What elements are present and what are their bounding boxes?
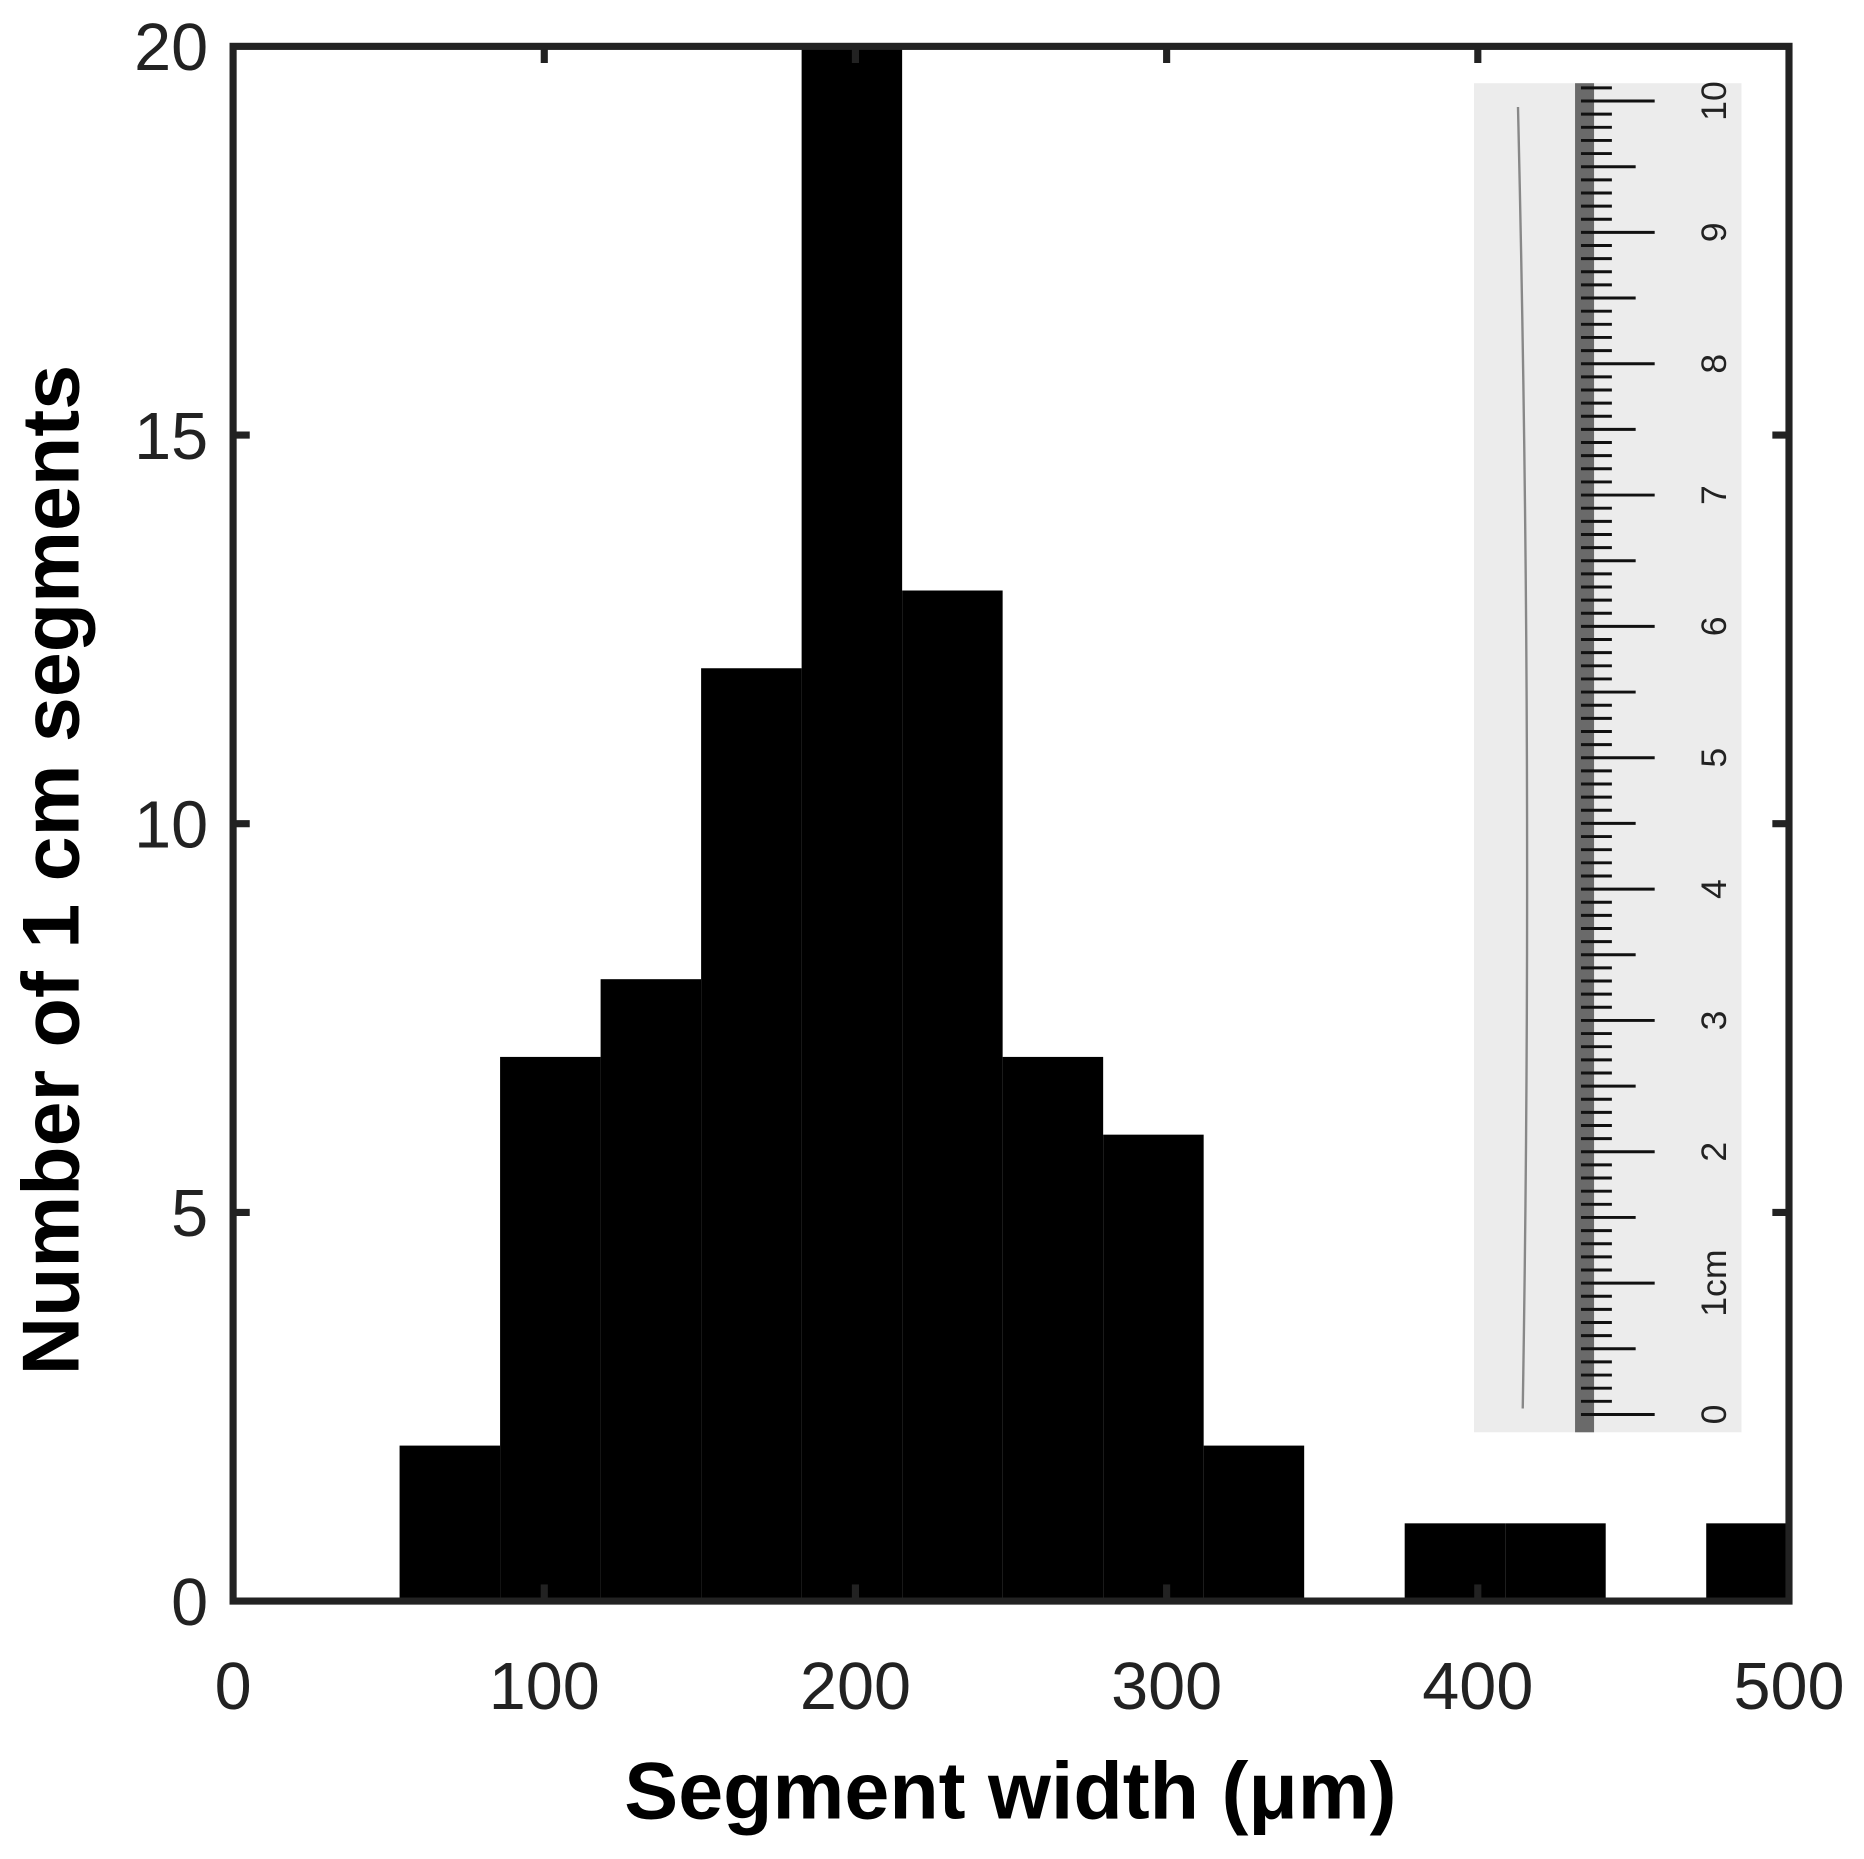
y-tick-label: 15 (134, 400, 208, 474)
histogram-bar (1002, 1056, 1104, 1602)
ruler-label: 3 (1694, 1011, 1734, 1031)
ruler-label: 2 (1694, 1142, 1734, 1162)
ruler-label: 8 (1694, 354, 1734, 374)
inset-ruler-photo: 0 1cm 2 3 4 5 6 7 8 9 10 (1474, 81, 1742, 1433)
fiber-sample (1516, 106, 1529, 1409)
bars-group (399, 46, 1789, 1602)
y-tick-label: 10 (134, 788, 208, 862)
ruler-label: 7 (1694, 485, 1734, 505)
x-tick-label: 400 (1422, 1650, 1533, 1724)
ruler-label: 4 (1694, 879, 1734, 899)
y-tick-label: 20 (134, 11, 208, 85)
x-tick-label: 100 (489, 1650, 600, 1724)
histogram-bar (1404, 1523, 1506, 1602)
histogram-bar (902, 590, 1003, 1602)
ruler-label: 0 (1694, 1405, 1734, 1425)
histogram-bar (1203, 1445, 1305, 1602)
histogram-bar (701, 668, 802, 1602)
ruler-label: 9 (1694, 222, 1734, 242)
x-axis-title: Segment width (μm) (624, 1747, 1396, 1837)
histogram-bar (399, 1445, 501, 1602)
histogram-bar (600, 979, 702, 1602)
x-tick-label: 500 (1733, 1650, 1844, 1724)
y-tick-labels: 0 5 10 15 20 (134, 11, 208, 1640)
histogram-bar (1706, 1523, 1789, 1602)
x-tick-label: 0 (215, 1650, 252, 1724)
ruler-label: 10 (1694, 81, 1734, 121)
axis-ticks (233, 46, 1789, 1602)
x-tick-label: 200 (800, 1650, 911, 1724)
ruler-label: 5 (1694, 748, 1734, 768)
x-tick-label: 300 (1111, 1650, 1222, 1724)
ruler-label: 6 (1694, 616, 1734, 636)
y-axis-title: Number of 1 cm segments (7, 365, 97, 1375)
histogram-bar (1505, 1523, 1606, 1602)
ruler-labels: 0 1cm 2 3 4 5 6 7 8 9 10 (1694, 81, 1734, 1424)
histogram-bar (801, 46, 903, 1602)
histogram-bar (500, 1056, 601, 1602)
y-tick-label: 5 (171, 1177, 208, 1251)
ruler-label: 1cm (1694, 1249, 1734, 1316)
histogram-bar (1103, 1134, 1204, 1602)
ruler-ticks (1580, 86, 1655, 1416)
x-tick-labels: 0 100 200 300 400 500 (215, 1650, 1845, 1724)
y-tick-label: 0 (171, 1566, 208, 1640)
